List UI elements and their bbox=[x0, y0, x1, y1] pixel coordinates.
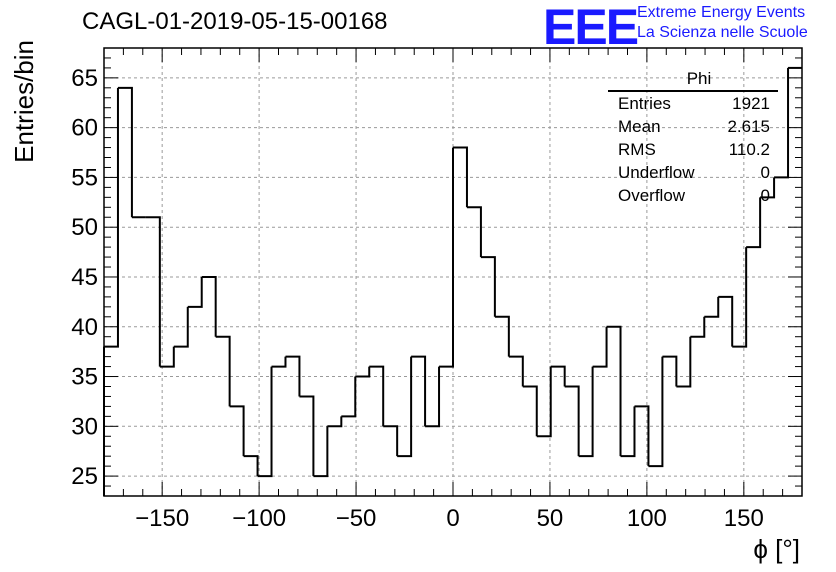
histogram-bin bbox=[648, 356, 664, 468]
logo-line-2: La Scienza nelle Scuole bbox=[637, 24, 808, 41]
stats-box: Phi Entries 1921 Mean 2.615 RMS 110.2 Un… bbox=[608, 68, 778, 207]
histogram-bin bbox=[425, 366, 441, 428]
y-axis-label: Entries/bin bbox=[9, 40, 39, 163]
histogram-bin bbox=[285, 355, 301, 397]
x-axis-label: ϕ [°] bbox=[753, 534, 800, 564]
histogram-bin bbox=[578, 366, 594, 458]
histogram-bin bbox=[453, 146, 468, 208]
histogram-bin bbox=[145, 216, 161, 367]
histogram-bin bbox=[732, 247, 748, 348]
y-tick-label: 50 bbox=[71, 214, 98, 241]
logo-line-1: Extreme Energy Events bbox=[637, 4, 806, 21]
stats-label: Mean bbox=[618, 117, 661, 136]
histogram-bin bbox=[704, 296, 720, 318]
histogram-bin bbox=[229, 405, 245, 457]
histogram-bin bbox=[634, 405, 650, 467]
y-tick-label: 55 bbox=[71, 164, 98, 191]
stats-row-rms: RMS 110.2 bbox=[608, 138, 778, 161]
histogram-bin bbox=[439, 147, 454, 368]
histogram-bin bbox=[508, 355, 524, 387]
stats-label: Entries bbox=[618, 94, 671, 113]
histogram-bin bbox=[383, 425, 399, 457]
stats-label: Underflow bbox=[618, 163, 695, 182]
histogram-bin bbox=[620, 406, 636, 458]
stats-row-overflow: Overflow 0 bbox=[608, 184, 778, 207]
histogram-bin bbox=[355, 366, 371, 378]
histogram-bin bbox=[369, 365, 385, 427]
y-tick-label: 35 bbox=[71, 364, 98, 391]
histogram-bin bbox=[564, 385, 580, 457]
histogram-bin bbox=[173, 306, 189, 348]
stats-value: 2.615 bbox=[727, 117, 770, 136]
x-tick-label: 0 bbox=[446, 505, 459, 532]
stats-value: 0 bbox=[760, 163, 770, 182]
histogram-bin bbox=[257, 366, 273, 478]
histogram-bin bbox=[592, 326, 608, 368]
y-tick-label: 60 bbox=[71, 115, 98, 142]
histogram-bin bbox=[201, 275, 217, 337]
histogram-bin bbox=[117, 86, 133, 218]
histogram-bin bbox=[159, 346, 175, 368]
histogram-bin bbox=[215, 335, 231, 407]
histogram-bin bbox=[718, 295, 734, 347]
histogram-bin bbox=[299, 395, 315, 477]
histogram-bin bbox=[313, 426, 329, 478]
x-tick-label: −50 bbox=[336, 505, 377, 532]
histogram-bin bbox=[690, 316, 706, 338]
x-tick-label: 50 bbox=[537, 505, 564, 532]
histogram-bin bbox=[746, 197, 762, 249]
histogram-bin bbox=[187, 276, 203, 308]
stats-value: 110.2 bbox=[728, 140, 770, 159]
y-tick-label: 25 bbox=[71, 463, 98, 490]
y-tick-label: 30 bbox=[71, 413, 98, 440]
stats-title: Phi bbox=[608, 68, 778, 92]
histogram-bin bbox=[341, 376, 357, 418]
histogram-bin bbox=[327, 416, 343, 428]
histogram-bin bbox=[550, 365, 566, 387]
stats-row-mean: Mean 2.615 bbox=[608, 115, 778, 138]
stats-row-entries: Entries 1921 bbox=[608, 92, 778, 115]
chart-title: CAGL-01-2019-05-15-00168 bbox=[82, 8, 388, 35]
y-tick-label: 65 bbox=[71, 65, 98, 92]
stats-value: 0 bbox=[760, 186, 770, 205]
histogram-bin bbox=[536, 366, 552, 438]
stats-row-underflow: Underflow 0 bbox=[608, 161, 778, 184]
histogram-bin bbox=[760, 177, 776, 199]
eee-logo: EEE bbox=[543, 0, 639, 55]
histogram-bin bbox=[243, 455, 259, 477]
histogram-bin bbox=[606, 325, 622, 457]
histogram-bin bbox=[397, 356, 413, 458]
x-tick-label: −150 bbox=[135, 505, 189, 532]
histogram-bin bbox=[522, 385, 538, 437]
x-tick-label: 100 bbox=[627, 505, 667, 532]
histogram-bin bbox=[466, 206, 482, 258]
histogram-bin bbox=[480, 256, 496, 317]
histogram-bin bbox=[494, 315, 510, 357]
stats-value: 1921 bbox=[732, 94, 770, 113]
stats-label: Overflow bbox=[618, 186, 686, 205]
x-tick-label: 150 bbox=[724, 505, 764, 532]
histogram-bin bbox=[662, 355, 678, 387]
histogram-bin bbox=[411, 355, 427, 427]
stats-label: RMS bbox=[618, 140, 656, 159]
histogram-bin bbox=[271, 356, 287, 368]
x-tick-label: −100 bbox=[232, 505, 286, 532]
histogram-bin bbox=[676, 336, 692, 388]
y-tick-label: 45 bbox=[71, 264, 98, 291]
y-tick-label: 40 bbox=[71, 314, 98, 341]
